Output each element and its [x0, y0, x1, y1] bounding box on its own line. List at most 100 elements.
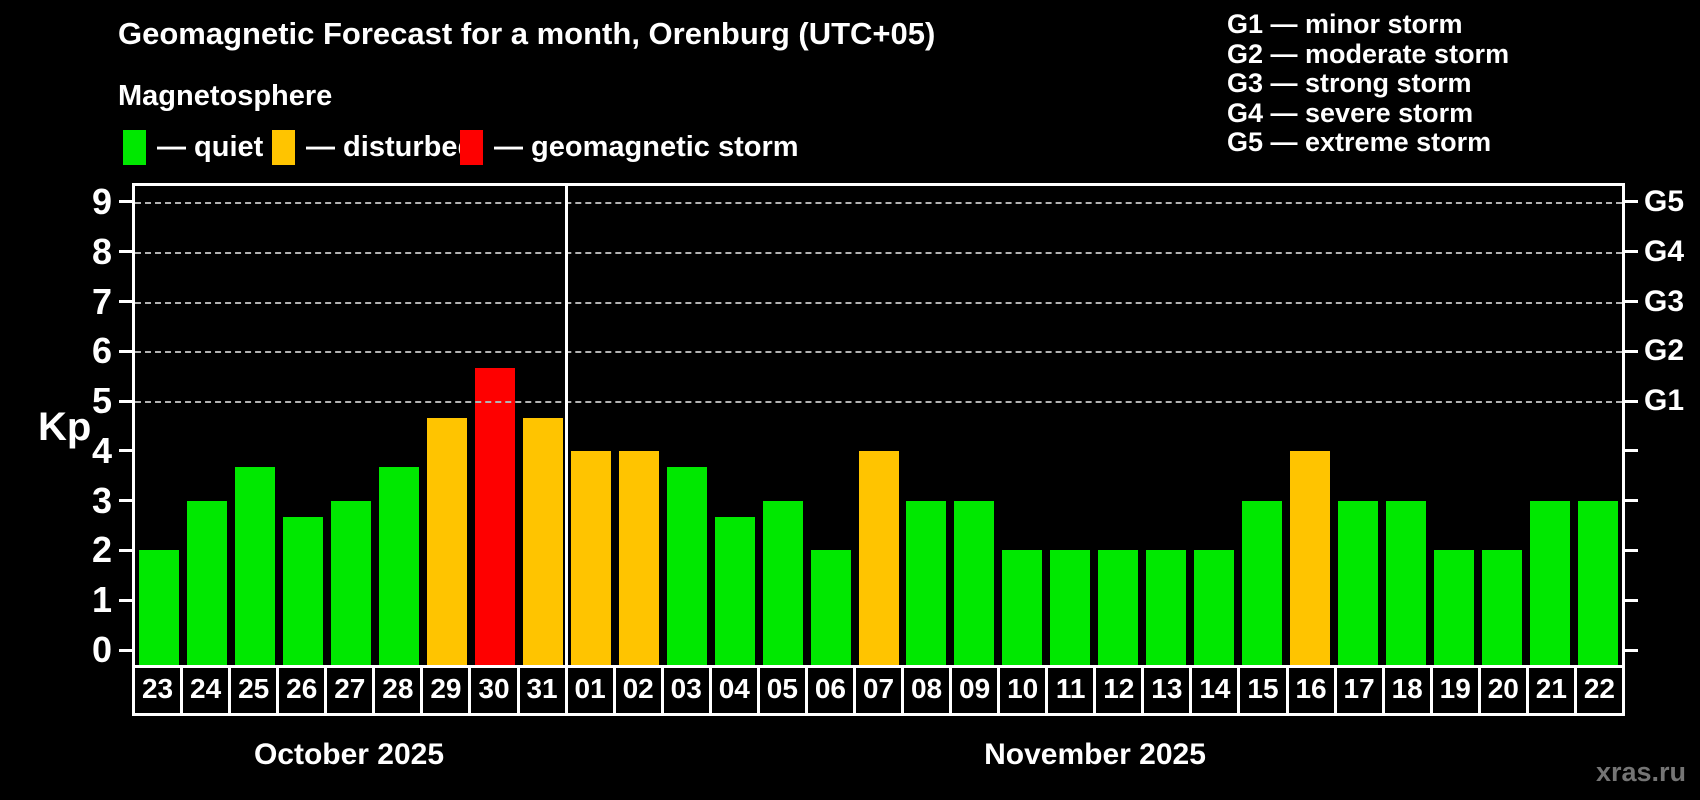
right-axis-label-g1: G1 [1644, 384, 1685, 418]
day-label-18: 18 [1381, 668, 1430, 713]
right-axis-label-g5: G5 [1644, 184, 1685, 218]
left-tick-1 [119, 598, 132, 602]
bar-slot-day-10 [998, 186, 1046, 665]
day-label-20: 20 [1477, 668, 1526, 713]
legend-label-quiet: — quiet [157, 131, 264, 163]
kp-bar-day-05 [762, 500, 803, 665]
day-label-08: 08 [901, 668, 949, 713]
bar-slot-day-09 [950, 186, 998, 665]
right-tick-0 [1625, 648, 1638, 652]
left-tick-7 [119, 300, 132, 304]
bar-slot-day-23 [135, 186, 183, 665]
kp-bar-day-24 [186, 500, 227, 665]
y-axis-label-5: 5 [91, 380, 112, 422]
kp-bar-day-29 [426, 417, 467, 665]
day-label-27: 27 [324, 668, 372, 713]
bars-container [135, 186, 1622, 665]
y-axis-label-8: 8 [91, 230, 112, 272]
quiet-color-swatch [123, 130, 146, 165]
bar-slot-day-03 [663, 186, 711, 665]
kp-bar-day-04 [714, 517, 755, 665]
day-label-19: 19 [1429, 668, 1478, 713]
left-tick-3 [119, 499, 132, 503]
day-label-15: 15 [1237, 668, 1285, 713]
gridline-kp-6 [135, 351, 1622, 354]
day-label-31: 31 [516, 668, 565, 713]
kp-bar-day-09 [954, 500, 995, 665]
watermark: xras.ru [1595, 757, 1686, 787]
day-label-29: 29 [420, 668, 468, 713]
bar-slot-day-01 [567, 186, 615, 665]
right-tick-6 [1625, 349, 1638, 353]
right-tick-5 [1625, 399, 1638, 403]
y-axis-label-2: 2 [91, 529, 112, 571]
bar-slot-day-14 [1190, 186, 1238, 665]
bar-slot-day-17 [1334, 186, 1382, 665]
right-axis-label-g2: G2 [1644, 334, 1685, 368]
right-tick-1 [1625, 598, 1638, 602]
bar-slot-day-05 [759, 186, 807, 665]
day-label-05: 05 [756, 668, 805, 713]
left-tick-4 [119, 449, 132, 453]
bar-slot-day-12 [1094, 186, 1142, 665]
bar-slot-day-16 [1286, 186, 1334, 665]
y-axis-label-1: 1 [91, 579, 112, 621]
day-label-13: 13 [1141, 668, 1189, 713]
kp-bar-day-22 [1578, 500, 1619, 665]
right-tick-9 [1625, 200, 1638, 204]
kp-bar-day-07 [858, 450, 899, 665]
storm-scale-g1: G1 — minor storm [1227, 9, 1463, 39]
bar-slot-day-21 [1526, 186, 1574, 665]
right-tick-7 [1625, 300, 1638, 304]
day-label-21: 21 [1525, 668, 1574, 713]
day-label-01: 01 [564, 668, 613, 713]
storm-scale-g3: G3 — strong storm [1227, 68, 1472, 98]
kp-bar-day-10 [1002, 550, 1043, 665]
day-label-04: 04 [708, 668, 757, 713]
kp-bar-day-23 [138, 550, 179, 665]
plot-area [132, 183, 1625, 668]
y-axis-label-3: 3 [91, 479, 112, 521]
kp-bar-day-08 [906, 500, 947, 665]
bar-slot-day-26 [279, 186, 327, 665]
bar-slot-day-25 [231, 186, 279, 665]
kp-bar-day-18 [1386, 500, 1427, 665]
kp-bar-day-16 [1290, 450, 1331, 665]
kp-bar-day-19 [1434, 550, 1475, 665]
kp-bar-day-02 [618, 450, 659, 665]
day-label-03: 03 [660, 668, 709, 713]
bar-slot-day-08 [903, 186, 951, 665]
bar-slot-day-27 [327, 186, 375, 665]
kp-bar-day-15 [1242, 500, 1283, 665]
left-tick-8 [119, 250, 132, 254]
right-axis-label-g4: G4 [1644, 234, 1685, 268]
right-tick-3 [1625, 499, 1638, 503]
day-label-14: 14 [1189, 668, 1237, 713]
disturbed-color-swatch [272, 130, 295, 165]
bar-slot-day-04 [711, 186, 759, 665]
day-label-09: 09 [949, 668, 997, 713]
right-tick-2 [1625, 548, 1638, 552]
y-axis-title: Kp [38, 405, 92, 449]
legend-label-disturbed: — disturbed [306, 131, 476, 163]
y-axis-label-4: 4 [91, 429, 112, 471]
bar-slot-day-06 [807, 186, 855, 665]
day-label-12: 12 [1093, 668, 1141, 713]
day-label-24: 24 [180, 668, 228, 713]
kp-bar-day-13 [1146, 550, 1187, 665]
kp-bar-day-27 [330, 500, 371, 665]
left-tick-0 [119, 648, 132, 652]
left-tick-6 [119, 349, 132, 353]
day-label-25: 25 [228, 668, 276, 713]
day-label-30: 30 [468, 668, 516, 713]
storm-scale-legend: G1 — minor storm G2 — moderate storm G3 … [1227, 9, 1509, 158]
day-label-11: 11 [1045, 668, 1093, 713]
gridline-kp-8 [135, 251, 1622, 254]
bar-slot-day-29 [423, 186, 471, 665]
gridline-kp-5 [135, 401, 1622, 404]
day-label-row: 23 24 25 26 27 28 29 30 31 01 02 03 04 05 06 07 08 09 10 11… [132, 668, 1625, 716]
kp-bar-day-25 [234, 467, 275, 665]
kp-bar-day-21 [1530, 500, 1571, 665]
month-divider-line [565, 186, 569, 665]
bar-slot-day-18 [1382, 186, 1430, 665]
